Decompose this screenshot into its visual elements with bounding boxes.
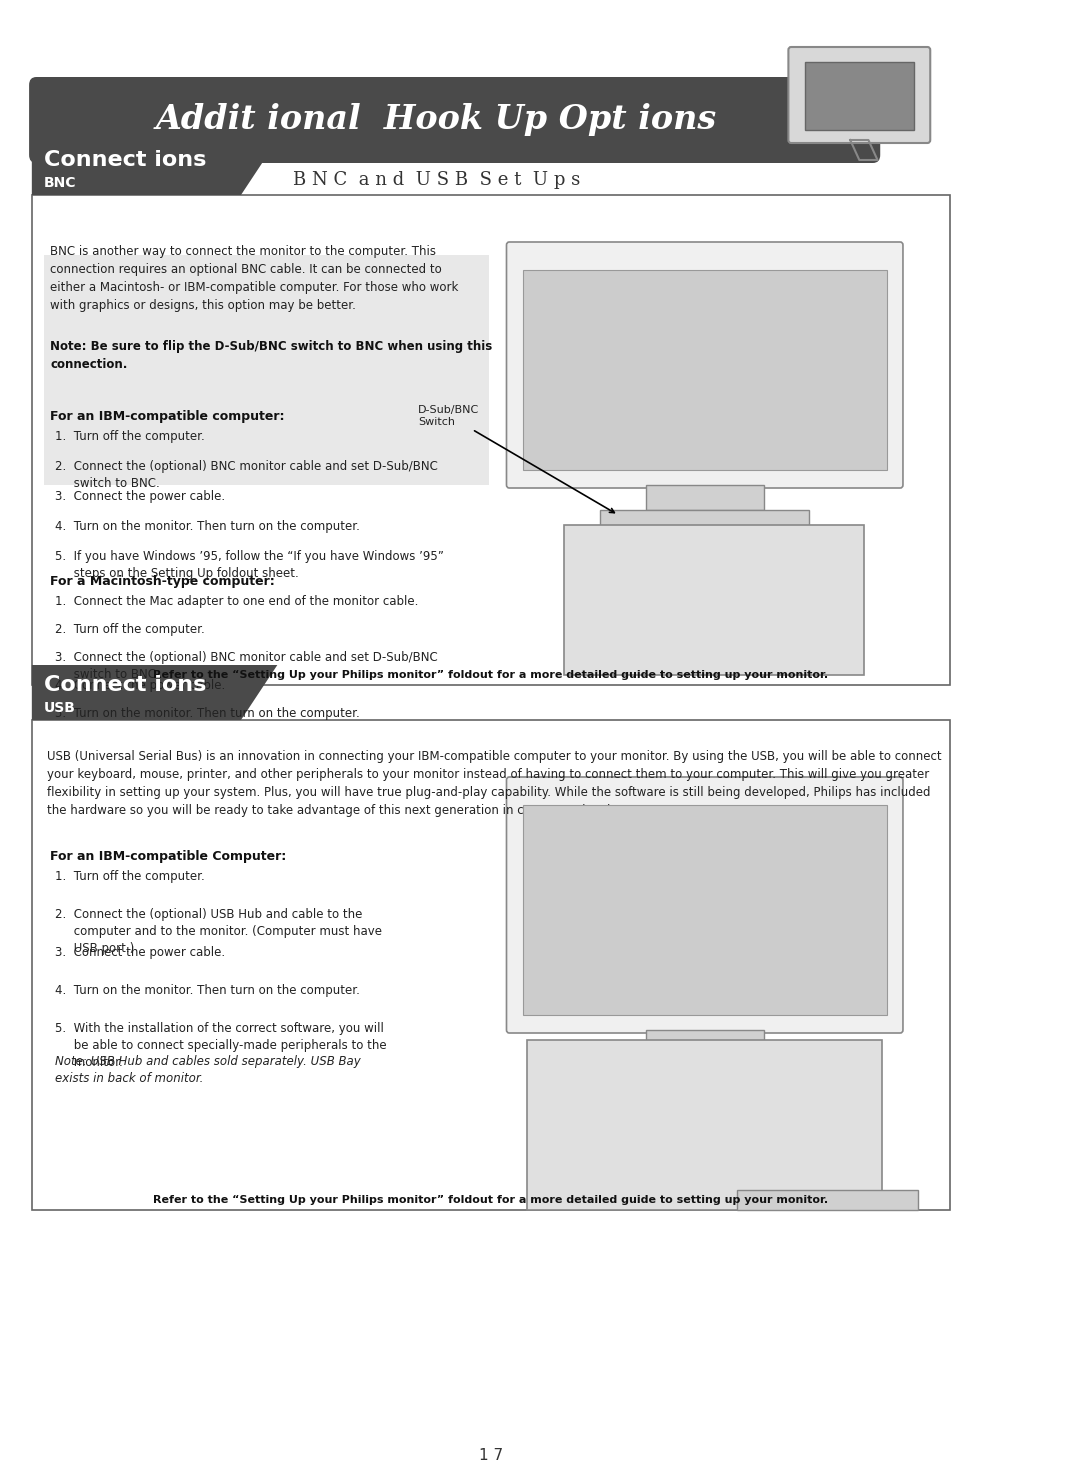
Text: 5.  Turn on the monitor. Then turn on the computer.: 5. Turn on the monitor. Then turn on the… xyxy=(55,707,360,720)
FancyBboxPatch shape xyxy=(788,47,930,143)
FancyBboxPatch shape xyxy=(564,525,864,674)
Text: 4.  Turn on the monitor. Then turn on the computer.: 4. Turn on the monitor. Then turn on the… xyxy=(55,521,360,532)
Text: Connect ions: Connect ions xyxy=(43,149,206,170)
FancyBboxPatch shape xyxy=(582,1050,827,1090)
Text: USB: USB xyxy=(43,701,76,714)
Text: 2.  Connect the (optional) BNC monitor cable and set D-Sub/BNC
     switch to BN: 2. Connect the (optional) BNC monitor ca… xyxy=(55,460,437,490)
FancyBboxPatch shape xyxy=(507,243,903,488)
Text: Addit ional  Hook Up Opt ions: Addit ional Hook Up Opt ions xyxy=(156,104,717,136)
Text: Note: USB Hub and cables sold separately. USB Bay
exists in back of monitor.: Note: USB Hub and cables sold separately… xyxy=(55,1055,361,1086)
Text: BNC: BNC xyxy=(43,176,77,189)
FancyBboxPatch shape xyxy=(31,720,950,1210)
FancyBboxPatch shape xyxy=(29,77,880,163)
Text: Connect ions: Connect ions xyxy=(43,674,206,695)
FancyBboxPatch shape xyxy=(600,510,809,544)
Text: 4.  Connect the power cable.: 4. Connect the power cable. xyxy=(55,679,225,692)
Text: 1.  Turn off the computer.: 1. Turn off the computer. xyxy=(55,430,204,444)
Text: 2.  Connect the (optional) USB Hub and cable to the
     computer and to the mon: 2. Connect the (optional) USB Hub and ca… xyxy=(55,908,381,955)
Text: 5.  With the installation of the correct software, you will
     be able to conn: 5. With the installation of the correct … xyxy=(55,1022,387,1069)
Text: 1 7: 1 7 xyxy=(478,1448,503,1463)
Polygon shape xyxy=(31,666,278,720)
FancyBboxPatch shape xyxy=(507,776,903,1032)
Text: Note: Be sure to flip the D-Sub/BNC switch to BNC when using this
connection.: Note: Be sure to flip the D-Sub/BNC swit… xyxy=(50,340,492,371)
Text: Refer to the “Setting Up your Philips monitor” foldout for a more detailed guide: Refer to the “Setting Up your Philips mo… xyxy=(153,1195,828,1205)
Text: For an IBM-compatible Computer:: For an IBM-compatible Computer: xyxy=(50,850,286,864)
FancyBboxPatch shape xyxy=(527,1040,882,1210)
FancyBboxPatch shape xyxy=(43,254,489,485)
FancyBboxPatch shape xyxy=(737,1191,918,1210)
Polygon shape xyxy=(31,141,278,195)
Text: B N C  a n d  U S B  S e t  U p s: B N C a n d U S B S e t U p s xyxy=(293,172,580,189)
Text: 3.  Connect the power cable.: 3. Connect the power cable. xyxy=(55,947,225,958)
Text: Refer to the “Setting Up your Philips monitor” foldout for a more detailed guide: Refer to the “Setting Up your Philips mo… xyxy=(153,670,828,680)
FancyBboxPatch shape xyxy=(31,195,950,685)
Text: USB (Universal Serial Bus) is an innovation in connecting your IBM-compatible co: USB (Universal Serial Bus) is an innovat… xyxy=(48,750,942,816)
Text: BNC is another way to connect the monitor to the computer. This
connection requi: BNC is another way to connect the monito… xyxy=(50,246,458,312)
FancyBboxPatch shape xyxy=(646,1029,764,1050)
Text: For an IBM-compatible computer:: For an IBM-compatible computer: xyxy=(50,410,284,423)
Text: 3.  Connect the (optional) BNC monitor cable and set D-Sub/BNC
     switch to BN: 3. Connect the (optional) BNC monitor ca… xyxy=(55,651,437,680)
FancyBboxPatch shape xyxy=(646,485,764,510)
Text: 5.  If you have Windows ’95, follow the “If you have Windows ’95”
     steps on : 5. If you have Windows ’95, follow the “… xyxy=(55,550,444,580)
FancyBboxPatch shape xyxy=(805,62,914,130)
Text: For a Macintosh-type computer:: For a Macintosh-type computer: xyxy=(50,575,274,589)
FancyBboxPatch shape xyxy=(523,805,887,1015)
Text: D-Sub/BNC
Switch: D-Sub/BNC Switch xyxy=(418,405,615,513)
Text: 1.  Connect the Mac adapter to one end of the monitor cable.: 1. Connect the Mac adapter to one end of… xyxy=(55,595,418,608)
Text: 4.  Turn on the monitor. Then turn on the computer.: 4. Turn on the monitor. Then turn on the… xyxy=(55,984,360,997)
Text: 3.  Connect the power cable.: 3. Connect the power cable. xyxy=(55,490,225,503)
Text: 2.  Turn off the computer.: 2. Turn off the computer. xyxy=(55,623,204,636)
FancyBboxPatch shape xyxy=(523,271,887,470)
Text: 1.  Turn off the computer.: 1. Turn off the computer. xyxy=(55,870,204,883)
